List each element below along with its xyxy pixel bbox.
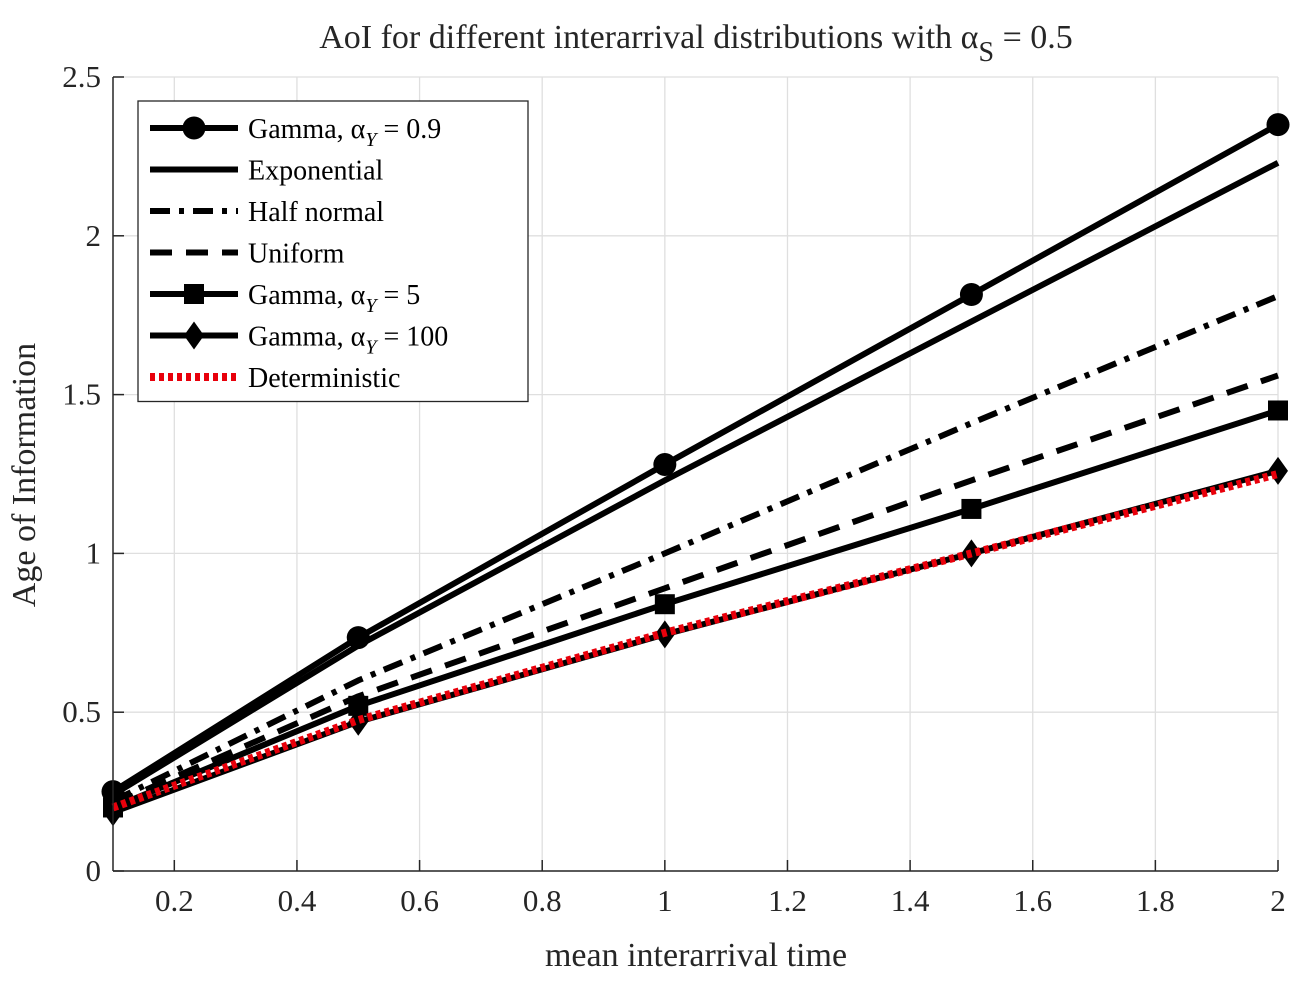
series-7 <box>111 470 1280 812</box>
tick-labels: 0.2 0.4 0.6 0.8 1 1.2 1.4 1.6 1.8 2 0 0.5 1 1.5 2 2.5 <box>62 59 1286 918</box>
series-2 <box>111 160 1280 798</box>
x-tick-label: 0.2 <box>155 883 194 918</box>
y-tick-label: 1.5 <box>62 377 101 412</box>
square-marker <box>961 498 982 519</box>
legend-label: Gamma, αY = 100 <box>248 322 448 359</box>
x-tick-label: 1.2 <box>768 883 807 918</box>
legend-label: Half normal <box>248 197 384 228</box>
y-tick-label: 0.5 <box>62 694 101 729</box>
y-tick-label: 0 <box>86 853 102 888</box>
circle-marker <box>1266 113 1290 137</box>
legend-circle-marker <box>182 116 206 140</box>
series-4 <box>111 372 1279 808</box>
series-line <box>111 160 1280 798</box>
legend-diamond-marker <box>184 321 204 350</box>
legend: Gamma, αY = 0.9 Exponential Half normal Uni… <box>137 100 529 403</box>
x-tick-label: 1.4 <box>891 883 930 918</box>
circle-marker <box>959 283 983 307</box>
x-tick-label: 1.8 <box>1136 883 1175 918</box>
legend-item: Exponential <box>150 156 384 187</box>
legend-item: Gamma, αY = 5 <box>150 280 420 317</box>
x-axis-title: mean interarrival time <box>545 937 847 974</box>
legend-item: Deterministic <box>150 363 400 394</box>
series-line <box>111 372 1279 808</box>
series-line <box>111 293 1280 804</box>
series-group <box>101 113 1290 827</box>
x-tick-label: 0.4 <box>278 883 317 918</box>
legend-label: Gamma, αY = 0.9 <box>248 114 441 151</box>
legend-item: Half normal <box>150 197 384 228</box>
legend-square-marker <box>184 284 204 304</box>
x-tick-label: 1.6 <box>1013 883 1052 918</box>
legend-label: Gamma, αY = 5 <box>248 280 420 317</box>
square-marker <box>654 594 675 615</box>
diamond-marker <box>348 707 369 736</box>
circle-marker <box>653 452 677 476</box>
series-3 <box>111 293 1280 804</box>
y-tick-label: 1 <box>86 535 102 570</box>
x-tick-label: 0.6 <box>400 883 439 918</box>
chart-title: AoI for different interarrival distribut… <box>319 19 1073 68</box>
legend-label: Exponential <box>248 156 384 187</box>
legend-item: Gamma, αY = 100 <box>150 321 448 359</box>
y-tick-label: 2 <box>86 218 102 253</box>
x-tick-label: 0.8 <box>523 883 562 918</box>
legend-item: Gamma, αY = 0.9 <box>150 114 441 151</box>
series-line <box>111 470 1280 812</box>
legend-label: Deterministic <box>248 363 400 394</box>
legend-item: Uniform <box>150 239 345 270</box>
axes <box>112 76 1279 872</box>
y-axis-title: Age of Information <box>6 343 43 607</box>
y-tick-label: 2.5 <box>62 59 101 94</box>
x-tick-label: 1 <box>657 883 673 918</box>
square-marker <box>348 695 369 716</box>
legend-label: Uniform <box>248 239 345 270</box>
x-tick-label: 2 <box>1270 883 1286 918</box>
square-marker <box>1268 400 1288 421</box>
